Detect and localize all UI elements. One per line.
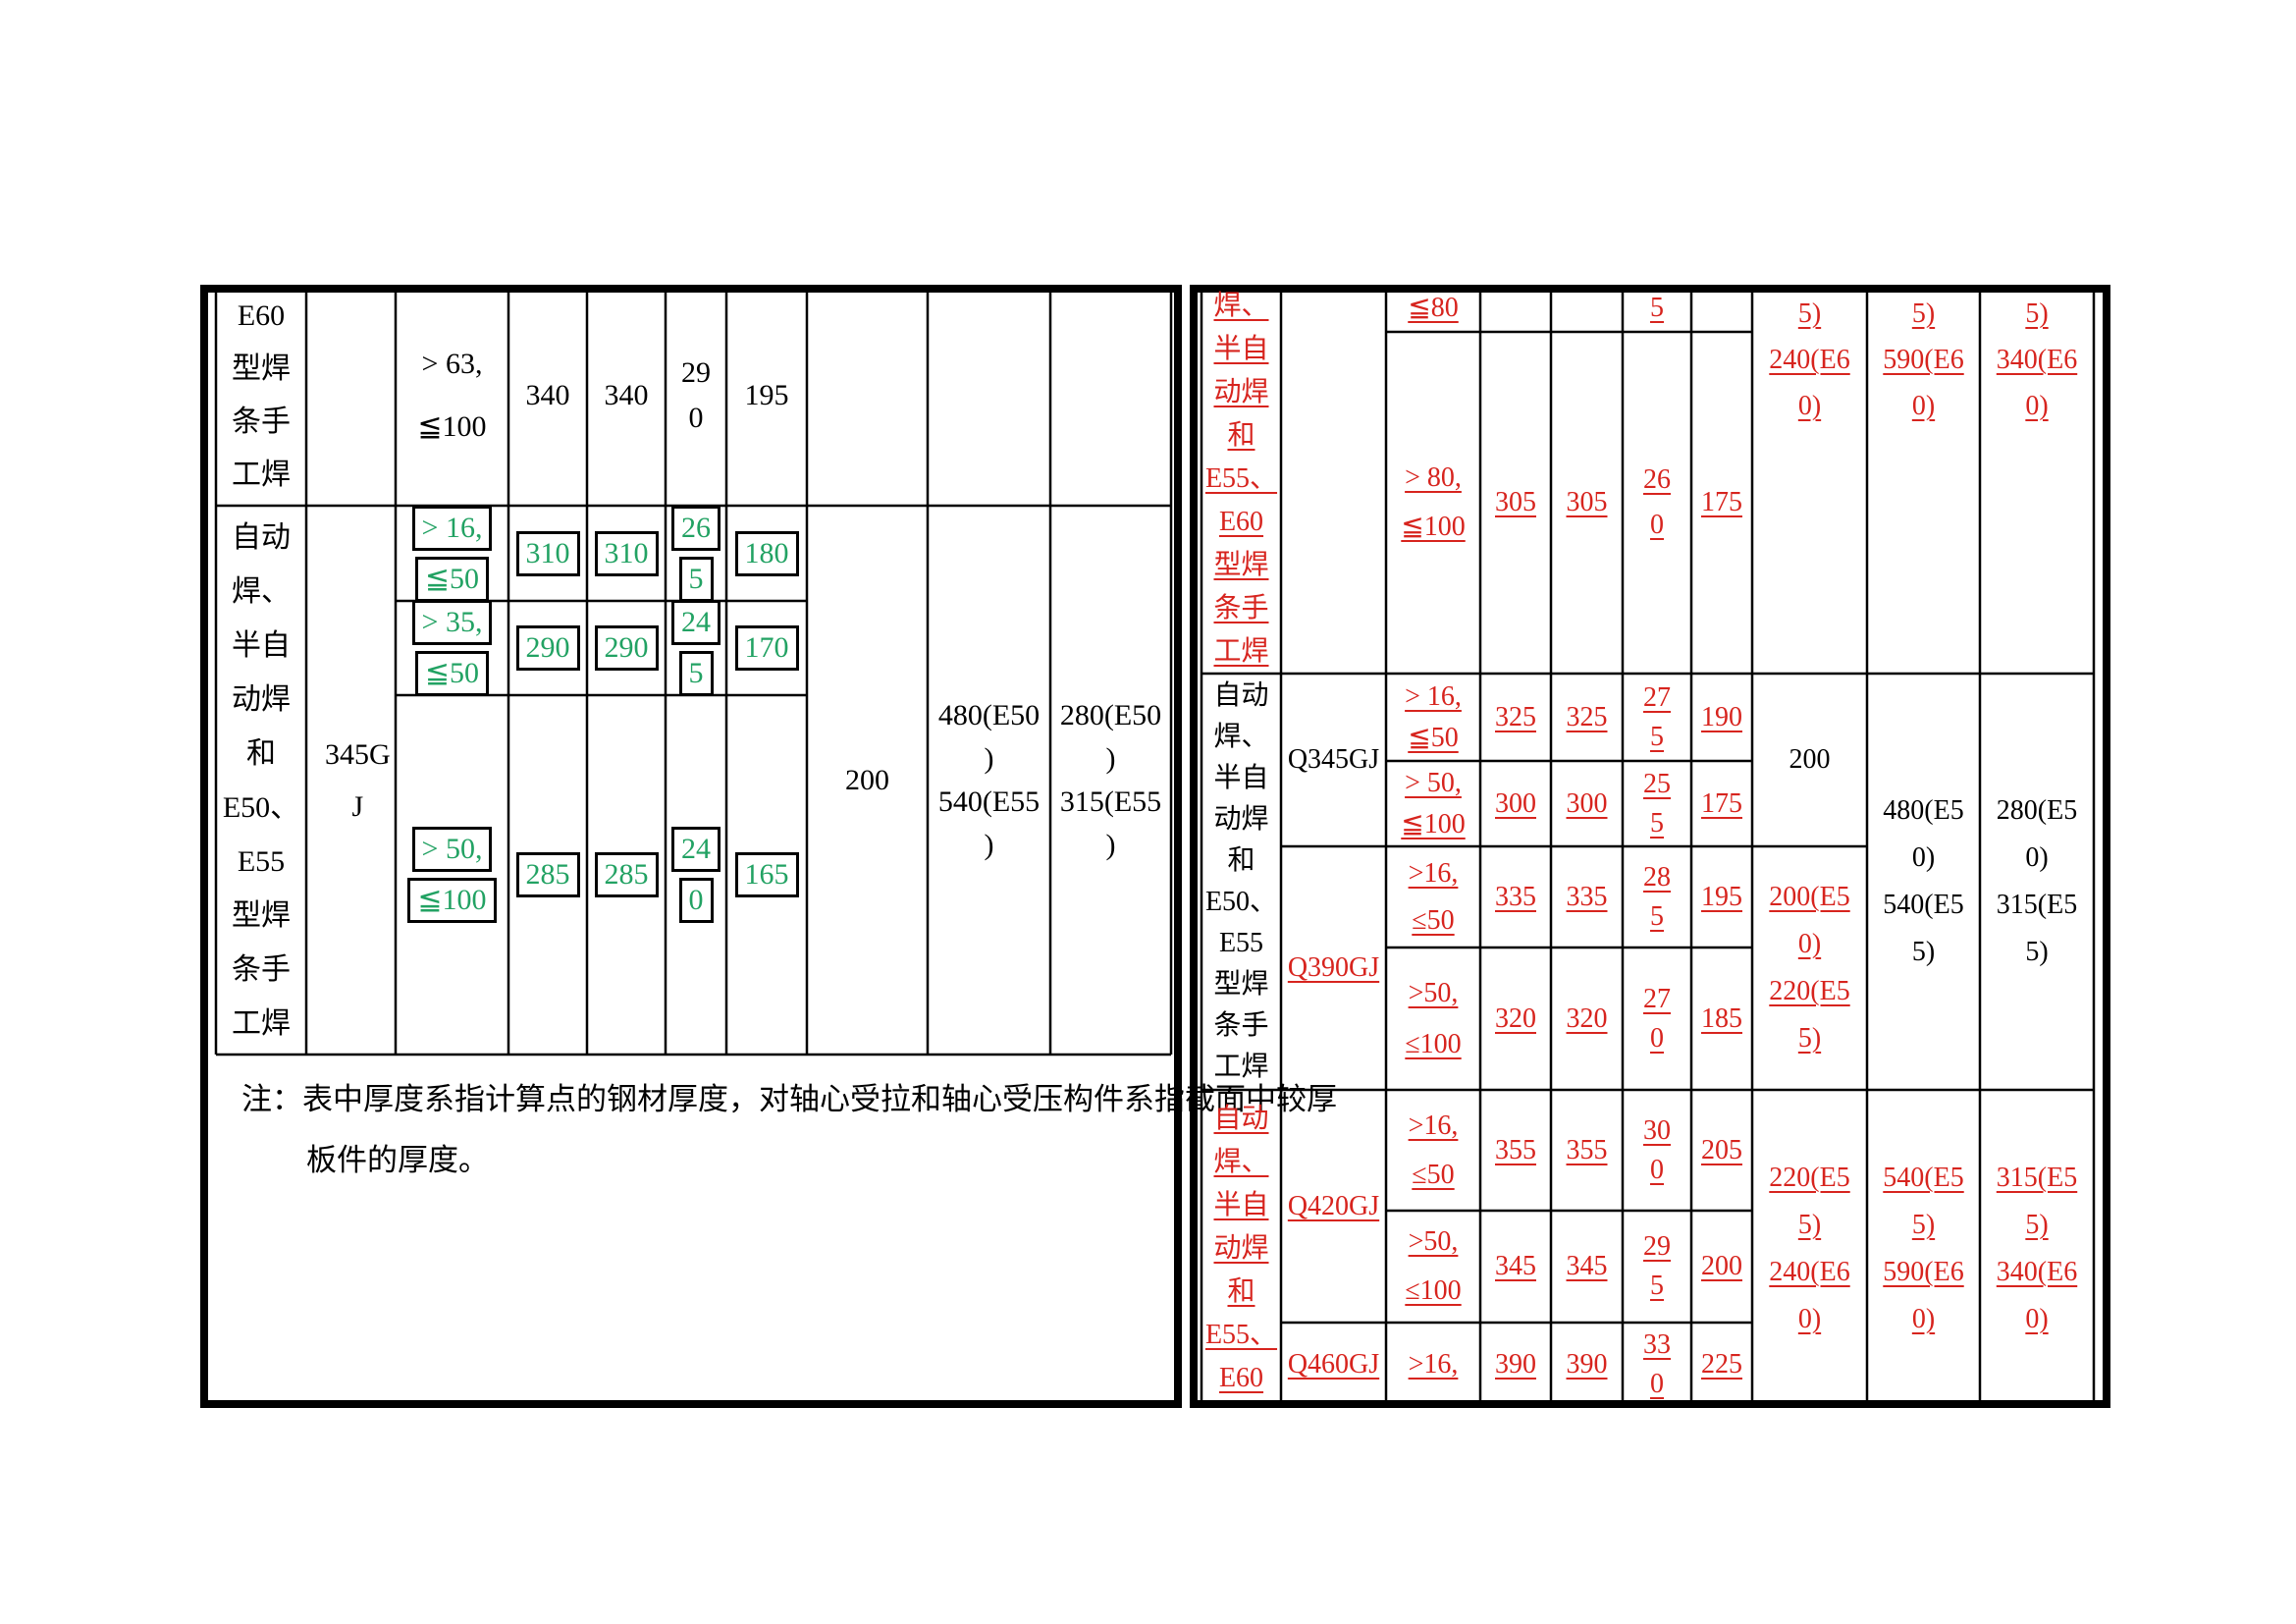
rt-blockB-method-label: 自动 焊、 半自 动焊 和 E50、 E55 型焊 条手 工焊 [1204,680,1278,1082]
rt-blockA-col9: 5) 590(E6 0) [1883,298,1964,421]
rt-q345-r2-value-2: 300 [1566,787,1608,819]
rt-q345-r1-value-2: 325 [1566,701,1608,732]
rt-q345-r2-value-1: 300 [1495,787,1536,819]
rt-blockB-col10: 280(E5 0) 315(E5 5) [1996,795,2078,967]
lt-sub3-thickness: > 50, ≦100 [396,695,508,1055]
rt-q390-r2-value-3: 27 0 [1643,983,1671,1054]
rt-q390-r2-value-2: 320 [1566,1002,1608,1034]
rt-q420-r1-value-3: 30 0 [1643,1114,1671,1185]
rt-q345-r2-value-3: 25 5 [1643,768,1671,839]
rt-q460-value-1: 390 [1495,1348,1536,1380]
lt-blockA-value-3: 29 0 [681,355,711,434]
lt-sub3-value-1: 285 [508,695,587,1055]
revision-box: > 16, [411,505,493,551]
rt-q345-r1-value-4: 190 [1701,701,1742,732]
lt-sub1-thickness: > 16, ≦50 [396,505,508,602]
rt-grade-q460gj: Q460GJ [1287,1348,1380,1380]
rt-blockA-row2-value-3: 26 0 [1643,464,1671,540]
lt-sub3-value-3: 24 0 [666,695,726,1055]
lt-blockA-method-label: E60 型焊 条手 工焊 [232,298,291,491]
rt-q460-value-4: 225 [1701,1348,1742,1380]
rt-q460-thickness: >16, [1408,1348,1459,1380]
rt-q390-r2-thickness: >50, ≤100 [1405,977,1462,1059]
rt-blockC-method-label: 自动 焊、 半自 动焊 和 E55、 E60 [1204,1104,1278,1393]
lt-col8-value: 200 [845,763,889,796]
lt-blockA-thickness: > 63, ≦100 [417,347,487,443]
lt-blockA-value-4: 195 [744,378,789,411]
rt-blockA-row2-value-1: 305 [1495,487,1536,517]
rt-blockA-col8: 5) 240(E6 0) [1769,298,1850,421]
rt-grade-q420gj: Q420GJ [1287,1190,1380,1221]
lt-blockA-value-2: 340 [604,378,649,411]
table-note-line2: 板件的厚度。 [306,1143,489,1177]
rt-blockB-col8-q345: 200 [1789,744,1831,775]
lt-blockA-value-1: 340 [525,378,570,411]
rt-q420-r1-value-1: 355 [1495,1134,1536,1165]
right-page-frame [1190,285,2110,1408]
rt-q390-r1-value-2: 335 [1566,881,1608,912]
rt-q420-r2-value-2: 345 [1566,1251,1608,1281]
rt-blockC-col8: 220(E5 5) 240(E6 0) [1769,1163,1850,1334]
revision-box: ≦50 [414,556,490,602]
lt-sub2-thickness: > 35, ≦50 [396,600,508,696]
left-page-frame [200,285,1182,1408]
rt-q390-r1-value-1: 335 [1495,881,1536,912]
rt-blockC-col9: 540(E5 5) 590(E6 0) [1883,1163,1964,1334]
rt-q345-r1-thickness: > 16, ≦50 [1405,680,1462,753]
lt-sub1-value-3: 26 5 [666,505,726,602]
rt-q390-r1-value-4: 195 [1701,881,1742,912]
lt-sub2-value-3: 24 5 [666,600,726,696]
rt-blockA-method-label: 焊、 半自 动焊 和 E55、 E60 型焊 条手 工焊 [1204,291,1278,667]
rt-q420-r1-value-2: 355 [1566,1134,1608,1165]
rt-blockA-row2-thickness: > 80, ≦100 [1401,462,1466,542]
rt-q460-value-2: 390 [1566,1348,1608,1380]
rt-q390-r1-thickness: >16, ≤50 [1408,857,1459,936]
rt-blockA-row2-value-4: 175 [1701,487,1742,517]
rt-blockA-row1-value: 5 [1650,293,1664,323]
rt-q345-r2-value-4: 175 [1701,787,1742,819]
lt-sub3-value-2: 285 [587,695,666,1055]
rt-q420-r1-thickness: >16, ≤50 [1408,1110,1459,1190]
lt-sub3-value-4: 165 [726,695,807,1055]
rt-q390-r2-value-1: 320 [1495,1002,1536,1034]
rt-q390-r1-value-3: 28 5 [1643,861,1671,932]
rt-q345-r1-value-3: 27 5 [1643,681,1671,752]
rt-blockA-col10: 5) 340(E6 0) [1996,298,2078,421]
lt-sub1-value-1: 310 [508,506,587,601]
rt-q420-r2-value-4: 200 [1701,1251,1742,1281]
rt-blockB-col9: 480(E5 0) 540(E5 5) [1883,795,1964,967]
lt-sub1-value-4: 180 [726,506,807,601]
lt-blockB-grade: 345G J [325,737,391,823]
lt-blockB-method-label: 自动 焊、 半自 动焊 和 E50、 E55 型焊 条手 工焊 [222,520,300,1040]
rt-blockC-col10: 315(E5 5) 340(E6 0) [1996,1163,2078,1334]
rt-blockA-row2-value-2: 305 [1566,487,1608,517]
rt-q420-r1-value-4: 205 [1701,1134,1742,1165]
table-note-line1: 注：表中厚度系指计算点的钢材厚度，对轴心受拉和轴心受压构件系指截面中较厚 [241,1082,1337,1116]
lt-col9-value: 480(E50 ) 540(E55 ) [937,698,1041,861]
lt-col10-value: 280(E50 ) 315(E55 ) [1059,698,1162,861]
rt-q390-r2-value-4: 185 [1701,1002,1742,1034]
rt-q345-r1-value-1: 325 [1495,701,1536,732]
rt-blockB-col8-q390: 200(E5 0) 220(E5 5) [1769,882,1850,1054]
rt-q420-r2-value-1: 345 [1495,1251,1536,1281]
lt-sub2-value-2: 290 [587,601,666,695]
rt-blockA-row1-thickness: ≦80 [1408,293,1459,323]
rt-grade-q390gj: Q390GJ [1287,952,1380,983]
rt-q460-value-3: 33 0 [1643,1328,1671,1399]
rt-q345-r2-thickness: > 50, ≦100 [1401,767,1466,839]
rt-q420-r2-value-3: 29 5 [1643,1231,1671,1301]
lt-sub1-value-2: 310 [587,506,666,601]
rt-q420-r2-thickness: >50, ≤100 [1405,1226,1462,1306]
rt-grade-q345gj: Q345GJ [1287,744,1380,775]
lt-sub2-value-1: 290 [508,601,587,695]
lt-sub2-value-4: 170 [726,601,807,695]
